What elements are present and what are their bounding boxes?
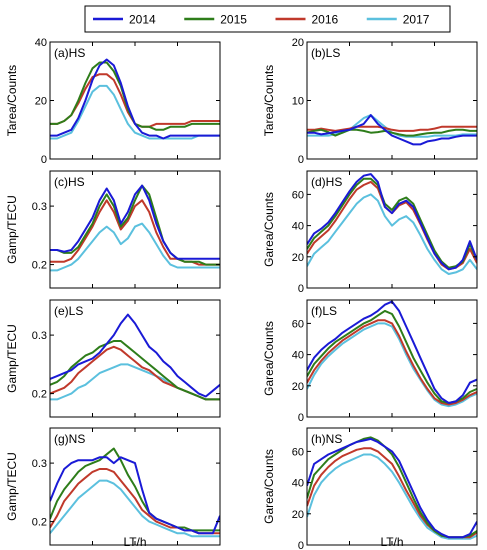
y-tick-label: 20: [292, 509, 304, 521]
series-line-2014: [307, 173, 477, 271]
y-axis-label: Gamp/TECU: [5, 324, 19, 393]
series-line-2014: [307, 437, 477, 539]
y-axis-label: Tarea/Counts: [262, 65, 276, 136]
y-tick-label: 20: [292, 252, 304, 264]
series-line-2015: [307, 128, 477, 137]
y-tick-label: 0: [298, 154, 304, 166]
y-tick-label: 0: [298, 412, 304, 424]
series-line-2014: [307, 114, 477, 146]
panel-e-ls: 0.2 0.3 (e)LS Gamp/TECU: [5, 299, 221, 418]
series-group: [50, 58, 220, 140]
x-axis-label-right: LT/h: [380, 535, 403, 549]
panel-b-ls: 0 10 20 (b)LS Tarea/Counts: [262, 37, 478, 166]
y-tick-label: 0.3: [32, 201, 47, 213]
y-tick-label: 20: [35, 96, 47, 108]
y-tick-label: 0.2: [32, 260, 47, 272]
series-group: [50, 184, 220, 272]
legend-label-2016: 2016: [312, 13, 339, 27]
y-axis-label: Garea/Counts: [262, 192, 276, 267]
panel-c-hs: 0.2 0.3 (c)HS Gamp/TECU: [5, 170, 221, 289]
panel-label: (f)LS: [311, 304, 337, 318]
y-tick-label: 60: [292, 446, 304, 458]
y-axis-label: Garea/Counts: [262, 321, 276, 396]
x-axis-labels: LT/h LT/h: [123, 535, 403, 549]
series-line-2015: [50, 61, 220, 131]
y-tick-label: 0.2: [32, 517, 47, 529]
legend-label-2017: 2017: [403, 13, 430, 27]
y-axis-label: Garea/Counts: [262, 449, 276, 524]
series-line-2017: [50, 479, 220, 538]
series-line-2016: [50, 199, 220, 266]
series-line-2015: [50, 340, 220, 401]
y-tick-label: 40: [35, 37, 47, 49]
series-line-2017: [307, 453, 477, 540]
y-tick-label: 0: [298, 283, 304, 295]
y-axis-label: Tarea/Counts: [5, 65, 19, 136]
y-tick-label: 0.2: [32, 389, 47, 401]
y-axis-label: Gamp/TECU: [5, 195, 19, 264]
series-line-2015: [307, 177, 477, 269]
panel-label: (b)LS: [311, 46, 340, 60]
y-tick-label: 40: [292, 350, 304, 362]
y-tick-label: 0: [41, 154, 47, 166]
series-line-2017: [50, 222, 220, 272]
series-line-2017: [307, 193, 477, 275]
y-tick-label: 20: [292, 381, 304, 393]
series-line-2017: [307, 322, 477, 408]
y-tick-label: 0.3: [32, 330, 47, 342]
panel-label: (g)NS: [54, 432, 85, 446]
legend-label-2014: 2014: [129, 13, 156, 27]
panel-label: (h)NS: [311, 432, 342, 446]
panel-a-hs: 0 20 40 (a)HS Tarea/Counts: [5, 37, 221, 166]
series-line-2016: [50, 73, 220, 128]
series-group: [307, 436, 477, 540]
panel-label: (c)HS: [54, 175, 85, 189]
y-tick-label: 40: [292, 221, 304, 233]
series-group: [307, 173, 477, 275]
series-group: [50, 313, 220, 401]
series-line-2014: [50, 184, 220, 260]
panel-d-hs: 0 20 40 60 (d)HS Garea/Counts: [262, 170, 478, 295]
series-line-2014: [50, 456, 220, 535]
series-line-2014: [50, 58, 220, 140]
series-group: [307, 114, 477, 146]
y-tick-label: 60: [292, 318, 304, 330]
legend-label-2015: 2015: [220, 13, 247, 27]
x-axis-label-left: LT/h: [123, 535, 146, 549]
y-tick-label: 0: [298, 540, 304, 550]
y-tick-label: 40: [292, 478, 304, 490]
series-line-2017: [50, 84, 220, 140]
series-line-2016: [307, 447, 477, 539]
panels: 0 20 40 (a)HS Tarea/Counts 0 10 20 (b)LS Tarea/Co…: [5, 37, 483, 550]
y-tick-label: 60: [292, 189, 304, 201]
panel-label: (d)HS: [311, 175, 342, 189]
y-tick-label: 0.3: [32, 458, 47, 470]
legend: 2014 2015 2016 2017: [84, 5, 451, 33]
series-line-2014: [50, 313, 220, 398]
series-line-2015: [50, 184, 220, 266]
series-group: [50, 447, 220, 538]
panel-label: (a)HS: [54, 46, 85, 60]
y-tick-label: 10: [292, 96, 304, 108]
series-line-2016: [307, 125, 477, 132]
panel-label: (e)LS: [54, 304, 83, 318]
series-line-2016: [307, 319, 477, 406]
y-tick-label: 20: [292, 37, 304, 49]
panel-f-ls: 0 20 40 60 (f)LS Garea/Counts: [262, 299, 478, 424]
series-line-2016: [50, 345, 220, 401]
y-axis-label: Gamp/TECU: [5, 452, 19, 521]
